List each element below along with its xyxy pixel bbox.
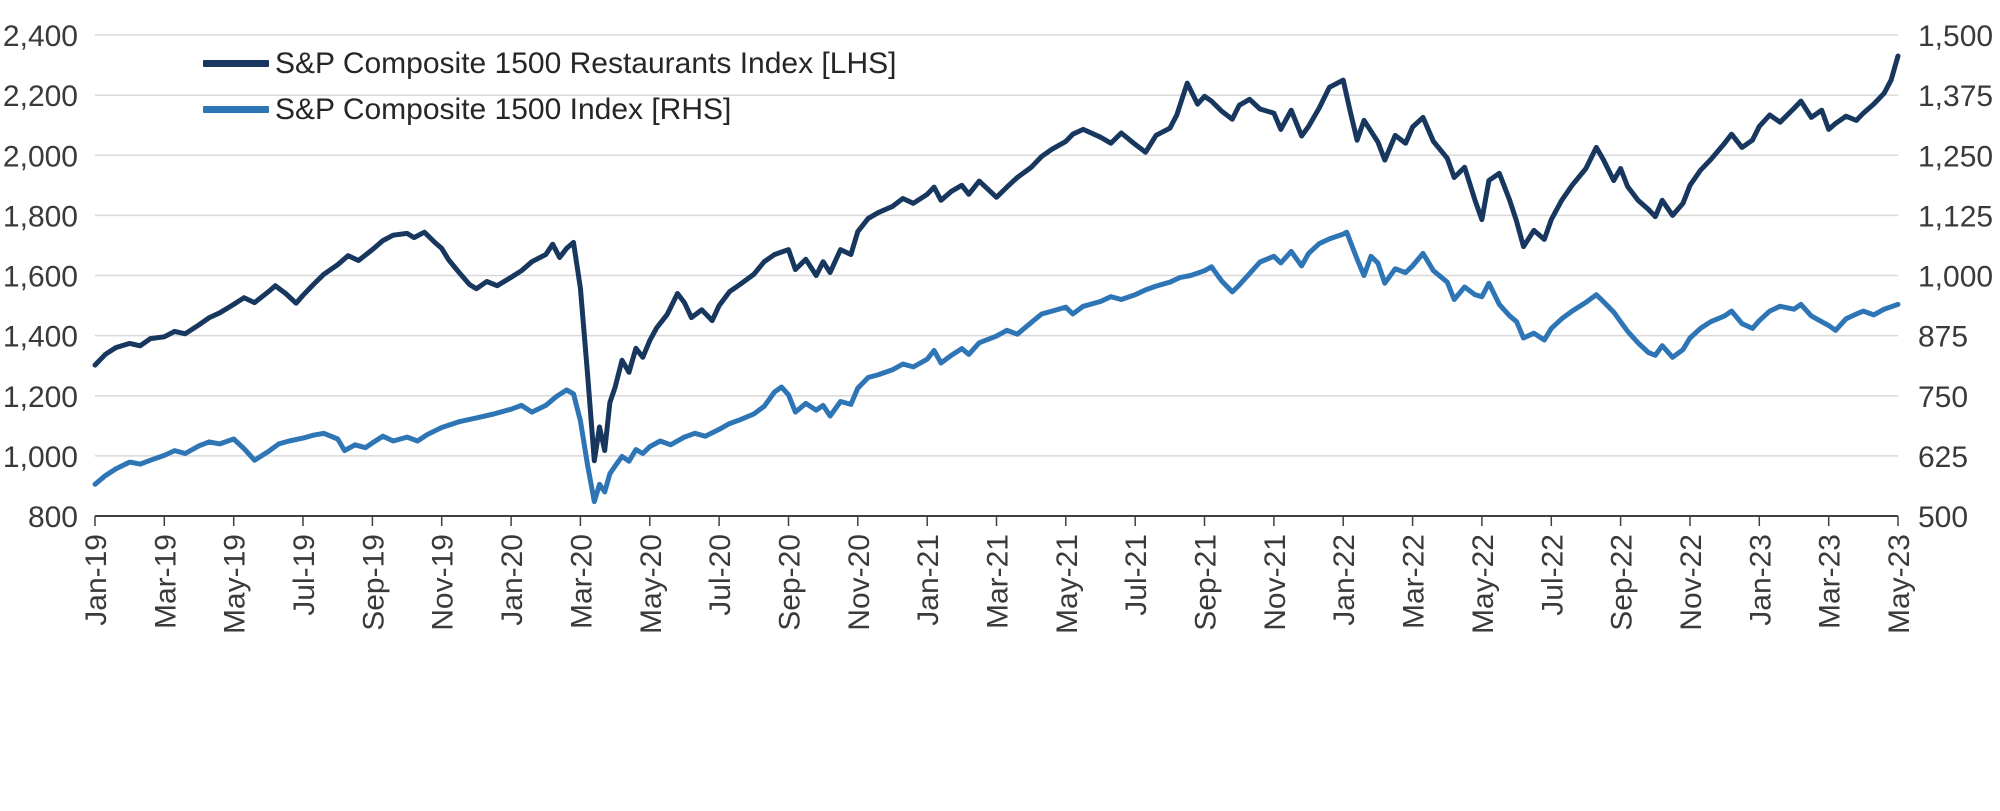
left-axis-tick-label: 1,400 xyxy=(3,321,78,354)
x-axis-tick-label: Sep-21 xyxy=(1190,534,1223,631)
x-axis-tick-label: Mar-23 xyxy=(1814,534,1847,629)
left-axis-tick-label: 2,000 xyxy=(3,140,78,173)
x-axis-tick-label: May-21 xyxy=(1051,534,1084,634)
series-line-restaurants xyxy=(92,53,1901,464)
legend-item-restaurants: S&P Composite 1500 Restaurants Index [LH… xyxy=(203,47,896,80)
right-axis-tick-label: 1,375 xyxy=(1918,80,1993,113)
left-axis-tick-label: 2,400 xyxy=(3,20,78,53)
x-axis-tick-label: May-22 xyxy=(1467,534,1500,634)
x-axis-tick-label: Jan-19 xyxy=(80,534,113,626)
x-axis-tick-label: Jul-20 xyxy=(704,534,737,616)
series-line-composite xyxy=(92,229,1901,505)
legend-item-composite: S&P Composite 1500 Index [RHS] xyxy=(203,93,896,126)
x-axis-tick-label: Sep-20 xyxy=(774,534,807,631)
left-axis-tick-label: 1,000 xyxy=(3,441,78,474)
right-axis-tick-label: 625 xyxy=(1918,441,1968,474)
legend-label-composite: S&P Composite 1500 Index [RHS] xyxy=(275,93,732,126)
right-axis-tick-label: 1,500 xyxy=(1918,20,1993,53)
x-axis-tick-label: Sep-19 xyxy=(357,534,390,631)
left-axis-tick-label: 800 xyxy=(28,501,78,534)
right-axis-tick-label: 500 xyxy=(1918,501,1968,534)
x-axis-tick-label: Jan-20 xyxy=(496,534,529,626)
x-axis-tick-label: Jan-21 xyxy=(912,534,945,626)
x-axis-tick-label: Nov-21 xyxy=(1259,534,1292,631)
legend: S&P Composite 1500 Restaurants Index [LH… xyxy=(203,47,896,126)
x-axis-tick-label: Mar-22 xyxy=(1398,534,1431,629)
x-axis-tick-label: Mar-21 xyxy=(982,534,1015,629)
x-axis-tick-label: Jul-21 xyxy=(1120,534,1153,616)
right-axis-tick-label: 1,125 xyxy=(1918,200,1993,233)
x-axis-tick-label: Sep-22 xyxy=(1606,534,1639,631)
x-axis-tick-label: Jan-23 xyxy=(1744,534,1777,626)
x-axis-tick-label: Jul-22 xyxy=(1536,534,1569,616)
x-axis-tick-label: Mar-20 xyxy=(565,534,598,629)
x-axis-tick-label: May-20 xyxy=(635,534,668,634)
left-axis-tick-label: 1,600 xyxy=(3,261,78,294)
legend-label-restaurants: S&P Composite 1500 Restaurants Index [LH… xyxy=(275,47,897,80)
x-axis-tick-label: May-23 xyxy=(1883,534,1916,634)
legend-line-swatch-composite xyxy=(203,106,269,113)
x-axis-tick-label: Nov-19 xyxy=(427,534,460,631)
x-axis-tick-label: Jan-22 xyxy=(1328,534,1361,626)
right-axis-tick-label: 1,250 xyxy=(1918,140,1993,173)
x-axis-tick-label: Nov-20 xyxy=(843,534,876,631)
right-axis-tick-label: 875 xyxy=(1918,321,1968,354)
right-axis-tick-label: 1,000 xyxy=(1918,261,1993,294)
x-axis-tick-label: Nov-22 xyxy=(1675,534,1708,631)
x-axis-tick-label: Jul-19 xyxy=(288,534,321,616)
x-axis-tick-label: May-19 xyxy=(219,534,252,634)
x-axis-tick-label: Mar-19 xyxy=(149,534,182,629)
left-axis-tick-label: 2,200 xyxy=(3,80,78,113)
legend-line-swatch-restaurants xyxy=(203,60,269,67)
left-axis-tick-label: 1,800 xyxy=(3,200,78,233)
right-axis-tick-label: 750 xyxy=(1918,381,1968,414)
left-axis-tick-label: 1,200 xyxy=(3,381,78,414)
